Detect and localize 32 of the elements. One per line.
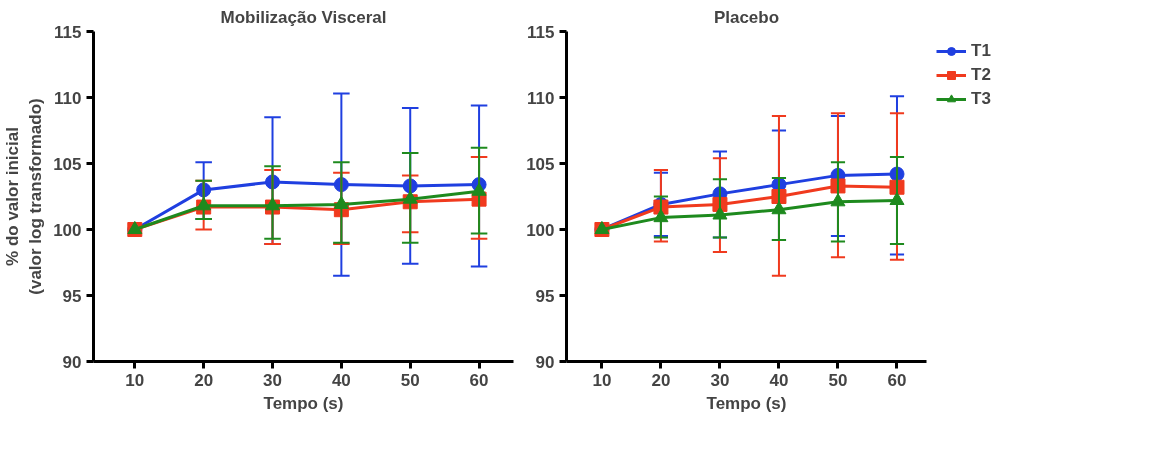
y-tick-label: 115 [527,22,555,42]
x-tick-label: 20 [651,370,671,390]
x-tick-label: 30 [263,370,282,390]
x-axis-title: Tempo (s) [706,393,787,413]
y-tick-label: 95 [62,286,82,306]
y-tick-label: 110 [527,88,555,108]
x-tick-label: 30 [710,370,730,390]
y-tick-label: 110 [54,88,82,108]
y-tick-label: 115 [54,22,82,42]
legend-label: T1 [971,41,991,61]
x-tick-label: 60 [887,370,907,390]
x-tick-label: 50 [828,370,848,390]
y-tick-label: 105 [53,154,82,174]
chart-title: Mobilização Visceral [220,7,387,27]
y-tick-label: 90 [535,352,555,372]
legend-label: T3 [971,89,991,109]
x-tick-label: 60 [469,370,489,390]
y-axis-title: % do valor inicial (valor log transformado) [3,98,46,295]
x-tick-label: 10 [125,370,145,390]
y-tick-label: 105 [526,154,555,174]
y-tick-label: 100 [526,220,555,240]
chart-title: Placebo [713,7,780,27]
legend-label: T2 [971,65,991,85]
y-tick-label: 100 [53,220,82,240]
y-tick-label: 95 [535,286,555,306]
x-axis-title: Tempo (s) [263,393,344,413]
x-tick-label: 40 [769,370,789,390]
x-tick-label: 40 [331,370,351,390]
y-tick-label: 90 [62,352,82,372]
x-tick-label: 20 [194,370,214,390]
x-tick-label: 10 [592,370,612,390]
x-tick-label: 50 [400,370,420,390]
